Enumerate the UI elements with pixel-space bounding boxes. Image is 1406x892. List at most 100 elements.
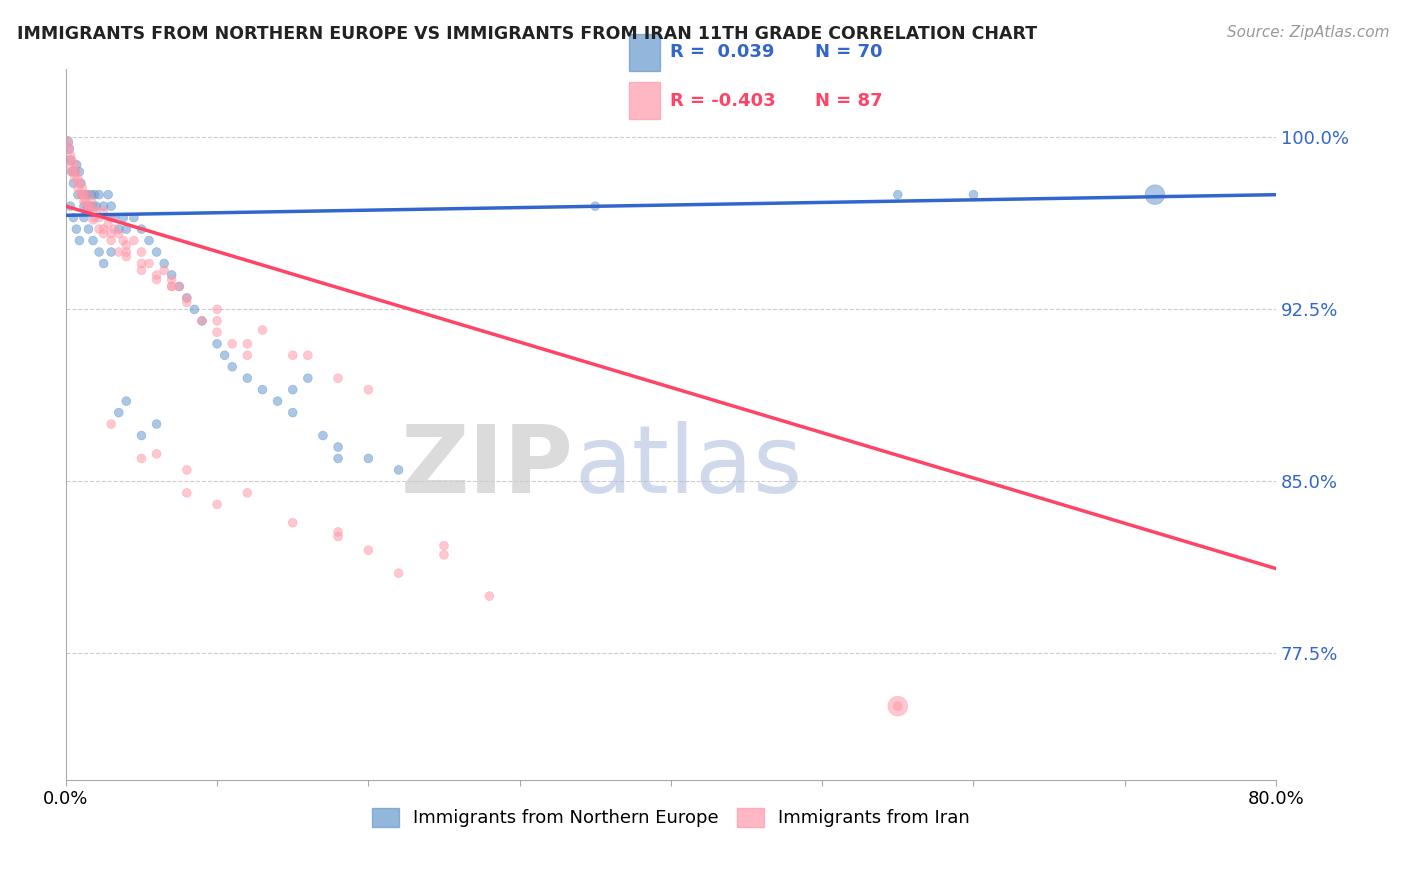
Point	[214, 348, 236, 362]
Text: R = -0.403: R = -0.403	[669, 92, 776, 110]
Point	[297, 348, 319, 362]
Point	[1143, 187, 1166, 202]
Point	[84, 199, 107, 213]
Text: IMMIGRANTS FROM NORTHERN EUROPE VS IMMIGRANTS FROM IRAN 11TH GRADE CORRELATION C: IMMIGRANTS FROM NORTHERN EUROPE VS IMMIG…	[17, 25, 1038, 43]
Point	[281, 348, 304, 362]
Point	[83, 211, 105, 225]
Point	[67, 165, 90, 179]
Point	[191, 314, 214, 328]
Point	[103, 211, 125, 225]
Point	[138, 234, 160, 248]
Point	[93, 222, 115, 236]
Point	[131, 451, 153, 466]
Point	[87, 245, 110, 260]
Point	[326, 451, 349, 466]
Point	[236, 336, 259, 351]
Point	[176, 291, 198, 305]
Point	[160, 279, 183, 293]
Point	[84, 203, 107, 218]
Point	[76, 199, 98, 213]
Point	[962, 187, 984, 202]
Point	[100, 211, 122, 225]
Point	[122, 234, 145, 248]
Point	[93, 203, 115, 218]
Point	[433, 548, 456, 562]
Point	[58, 142, 80, 156]
Point	[67, 176, 90, 190]
Point	[145, 272, 167, 286]
Point	[112, 211, 135, 225]
Point	[205, 336, 228, 351]
Point	[100, 227, 122, 241]
Point	[77, 222, 100, 236]
Point	[357, 451, 380, 466]
Point	[176, 463, 198, 477]
Point	[63, 158, 86, 172]
Text: R =  0.039: R = 0.039	[669, 44, 775, 62]
Point	[115, 222, 138, 236]
Point	[326, 440, 349, 454]
Point	[93, 256, 115, 270]
Point	[357, 383, 380, 397]
Point	[87, 211, 110, 225]
Point	[67, 234, 90, 248]
Point	[478, 589, 501, 603]
Text: N = 70: N = 70	[815, 44, 883, 62]
Point	[112, 234, 135, 248]
Point	[266, 394, 288, 409]
Point	[252, 323, 274, 337]
Point	[77, 187, 100, 202]
Point	[93, 227, 115, 241]
Point	[65, 222, 87, 236]
Point	[60, 165, 83, 179]
Point	[93, 199, 115, 213]
Point	[100, 234, 122, 248]
Point	[138, 256, 160, 270]
Point	[115, 394, 138, 409]
Point	[252, 383, 274, 397]
Point	[115, 238, 138, 252]
Point	[131, 245, 153, 260]
Point	[83, 187, 105, 202]
Point	[65, 158, 87, 172]
Point	[62, 211, 84, 225]
Point	[887, 699, 910, 714]
Point	[60, 165, 83, 179]
Point	[77, 203, 100, 218]
Point	[75, 194, 97, 209]
Point	[281, 516, 304, 530]
Point	[56, 135, 79, 149]
Point	[167, 279, 190, 293]
Point	[82, 213, 104, 227]
Point	[176, 486, 198, 500]
Text: Source: ZipAtlas.com: Source: ZipAtlas.com	[1226, 25, 1389, 40]
Point	[72, 181, 94, 195]
Point	[66, 171, 89, 186]
Point	[205, 326, 228, 340]
Point	[72, 187, 94, 202]
Point	[59, 199, 82, 213]
Point	[183, 302, 205, 317]
Point	[107, 245, 129, 260]
Point	[115, 250, 138, 264]
Point	[62, 176, 84, 190]
Point	[387, 463, 409, 477]
Point	[312, 428, 335, 442]
Point	[73, 187, 96, 202]
Point	[73, 211, 96, 225]
Point	[82, 234, 104, 248]
Point	[357, 543, 380, 558]
Point	[160, 279, 183, 293]
Point	[79, 199, 101, 213]
Point	[62, 165, 84, 179]
Bar	[628, 34, 661, 70]
Point	[145, 417, 167, 431]
Text: atlas: atlas	[574, 421, 803, 513]
Point	[281, 406, 304, 420]
Point	[236, 371, 259, 385]
Point	[59, 149, 82, 163]
Legend: Immigrants from Northern Europe, Immigrants from Iran: Immigrants from Northern Europe, Immigra…	[364, 801, 977, 835]
Point	[107, 227, 129, 241]
Point	[326, 529, 349, 543]
Text: ZIP: ZIP	[401, 421, 574, 513]
